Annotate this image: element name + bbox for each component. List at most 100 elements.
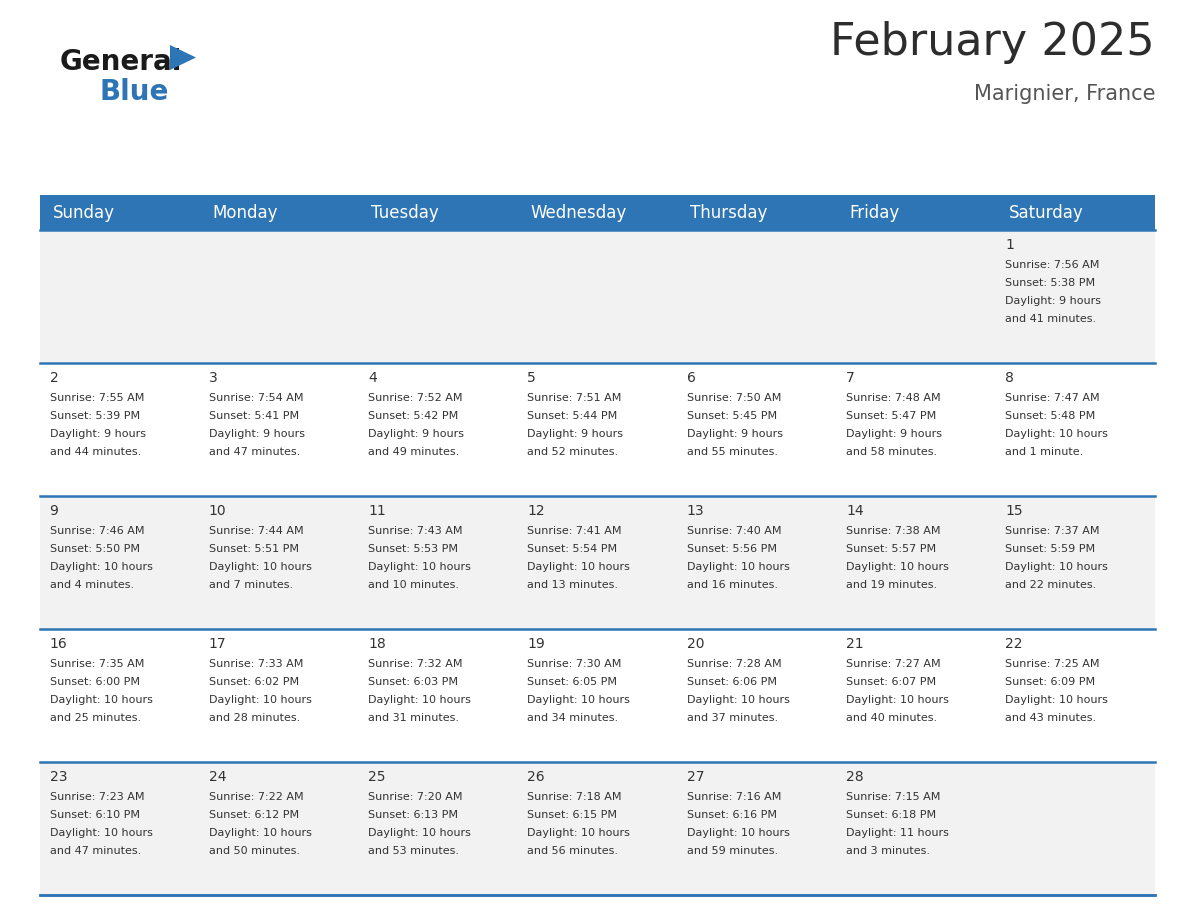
Text: Sunset: 5:38 PM: Sunset: 5:38 PM bbox=[1005, 278, 1095, 288]
Text: and 3 minutes.: and 3 minutes. bbox=[846, 846, 930, 856]
Text: Sunday: Sunday bbox=[52, 204, 115, 221]
Text: Wednesday: Wednesday bbox=[531, 204, 627, 221]
Text: Sunrise: 7:18 AM: Sunrise: 7:18 AM bbox=[527, 792, 621, 802]
Text: Sunset: 5:41 PM: Sunset: 5:41 PM bbox=[209, 411, 299, 421]
Text: Friday: Friday bbox=[849, 204, 899, 221]
Text: Sunset: 6:10 PM: Sunset: 6:10 PM bbox=[50, 810, 139, 820]
Text: Sunrise: 7:22 AM: Sunrise: 7:22 AM bbox=[209, 792, 303, 802]
Text: Sunrise: 7:56 AM: Sunrise: 7:56 AM bbox=[1005, 260, 1100, 270]
Text: Daylight: 9 hours: Daylight: 9 hours bbox=[846, 429, 942, 439]
Text: and 41 minutes.: and 41 minutes. bbox=[1005, 314, 1097, 324]
Text: Sunset: 6:18 PM: Sunset: 6:18 PM bbox=[846, 810, 936, 820]
Text: and 59 minutes.: and 59 minutes. bbox=[687, 846, 778, 856]
Text: 12: 12 bbox=[527, 504, 545, 518]
Text: 9: 9 bbox=[50, 504, 58, 518]
Text: Daylight: 10 hours: Daylight: 10 hours bbox=[209, 695, 311, 705]
Text: Sunset: 6:16 PM: Sunset: 6:16 PM bbox=[687, 810, 777, 820]
Text: 23: 23 bbox=[50, 770, 67, 784]
Text: and 34 minutes.: and 34 minutes. bbox=[527, 713, 619, 723]
Text: Daylight: 10 hours: Daylight: 10 hours bbox=[687, 562, 790, 572]
Text: Daylight: 10 hours: Daylight: 10 hours bbox=[50, 695, 152, 705]
Text: Sunset: 5:51 PM: Sunset: 5:51 PM bbox=[209, 544, 299, 554]
Text: Daylight: 10 hours: Daylight: 10 hours bbox=[368, 562, 470, 572]
Bar bbox=[40, 230, 1155, 363]
Text: and 52 minutes.: and 52 minutes. bbox=[527, 447, 619, 457]
Text: Daylight: 10 hours: Daylight: 10 hours bbox=[50, 562, 152, 572]
Text: Sunset: 5:56 PM: Sunset: 5:56 PM bbox=[687, 544, 777, 554]
Text: and 13 minutes.: and 13 minutes. bbox=[527, 580, 619, 590]
Text: Sunrise: 7:54 AM: Sunrise: 7:54 AM bbox=[209, 393, 303, 403]
Text: General: General bbox=[61, 48, 183, 76]
Text: and 37 minutes.: and 37 minutes. bbox=[687, 713, 778, 723]
Text: and 49 minutes.: and 49 minutes. bbox=[368, 447, 460, 457]
Text: 5: 5 bbox=[527, 371, 536, 385]
Text: 1: 1 bbox=[1005, 238, 1015, 252]
Text: Daylight: 10 hours: Daylight: 10 hours bbox=[687, 828, 790, 838]
Text: and 22 minutes.: and 22 minutes. bbox=[1005, 580, 1097, 590]
Text: Daylight: 9 hours: Daylight: 9 hours bbox=[527, 429, 624, 439]
Bar bbox=[40, 195, 200, 230]
Text: Sunset: 5:45 PM: Sunset: 5:45 PM bbox=[687, 411, 777, 421]
Text: Daylight: 10 hours: Daylight: 10 hours bbox=[209, 828, 311, 838]
Text: Daylight: 10 hours: Daylight: 10 hours bbox=[687, 695, 790, 705]
Text: Sunset: 6:02 PM: Sunset: 6:02 PM bbox=[209, 677, 299, 687]
Text: 13: 13 bbox=[687, 504, 704, 518]
Text: Sunrise: 7:41 AM: Sunrise: 7:41 AM bbox=[527, 526, 621, 536]
Text: 22: 22 bbox=[1005, 637, 1023, 651]
Text: and 28 minutes.: and 28 minutes. bbox=[209, 713, 301, 723]
Text: 17: 17 bbox=[209, 637, 227, 651]
Text: and 56 minutes.: and 56 minutes. bbox=[527, 846, 619, 856]
Text: Marignier, France: Marignier, France bbox=[973, 84, 1155, 104]
Text: Sunrise: 7:25 AM: Sunrise: 7:25 AM bbox=[1005, 659, 1100, 669]
Text: 26: 26 bbox=[527, 770, 545, 784]
Text: Sunrise: 7:50 AM: Sunrise: 7:50 AM bbox=[687, 393, 781, 403]
Text: and 1 minute.: and 1 minute. bbox=[1005, 447, 1083, 457]
Text: Sunrise: 7:43 AM: Sunrise: 7:43 AM bbox=[368, 526, 462, 536]
Text: Sunset: 5:50 PM: Sunset: 5:50 PM bbox=[50, 544, 139, 554]
Text: Saturday: Saturday bbox=[1009, 204, 1083, 221]
Bar bbox=[200, 195, 359, 230]
Text: Thursday: Thursday bbox=[690, 204, 767, 221]
Text: Sunrise: 7:32 AM: Sunrise: 7:32 AM bbox=[368, 659, 462, 669]
Text: Sunrise: 7:16 AM: Sunrise: 7:16 AM bbox=[687, 792, 781, 802]
Bar bbox=[677, 195, 836, 230]
Text: Sunrise: 7:52 AM: Sunrise: 7:52 AM bbox=[368, 393, 462, 403]
Text: Daylight: 10 hours: Daylight: 10 hours bbox=[368, 828, 470, 838]
Text: 21: 21 bbox=[846, 637, 864, 651]
Text: Sunrise: 7:38 AM: Sunrise: 7:38 AM bbox=[846, 526, 941, 536]
Text: Sunrise: 7:33 AM: Sunrise: 7:33 AM bbox=[209, 659, 303, 669]
Text: 15: 15 bbox=[1005, 504, 1023, 518]
Text: Sunset: 6:15 PM: Sunset: 6:15 PM bbox=[527, 810, 618, 820]
Text: and 47 minutes.: and 47 minutes. bbox=[209, 447, 301, 457]
Text: Daylight: 9 hours: Daylight: 9 hours bbox=[687, 429, 783, 439]
Text: 20: 20 bbox=[687, 637, 704, 651]
Text: 6: 6 bbox=[687, 371, 696, 385]
Text: and 25 minutes.: and 25 minutes. bbox=[50, 713, 140, 723]
Text: 19: 19 bbox=[527, 637, 545, 651]
Text: Blue: Blue bbox=[100, 78, 170, 106]
Text: and 50 minutes.: and 50 minutes. bbox=[209, 846, 299, 856]
Text: Sunrise: 7:48 AM: Sunrise: 7:48 AM bbox=[846, 393, 941, 403]
Text: Daylight: 9 hours: Daylight: 9 hours bbox=[368, 429, 465, 439]
Text: Sunset: 5:53 PM: Sunset: 5:53 PM bbox=[368, 544, 459, 554]
Text: Daylight: 10 hours: Daylight: 10 hours bbox=[368, 695, 470, 705]
Text: 7: 7 bbox=[846, 371, 854, 385]
Text: Daylight: 10 hours: Daylight: 10 hours bbox=[209, 562, 311, 572]
Text: Daylight: 11 hours: Daylight: 11 hours bbox=[846, 828, 949, 838]
Text: Daylight: 10 hours: Daylight: 10 hours bbox=[1005, 429, 1108, 439]
Text: Tuesday: Tuesday bbox=[372, 204, 440, 221]
Text: Sunrise: 7:27 AM: Sunrise: 7:27 AM bbox=[846, 659, 941, 669]
Text: 28: 28 bbox=[846, 770, 864, 784]
Text: Sunrise: 7:15 AM: Sunrise: 7:15 AM bbox=[846, 792, 941, 802]
Text: Daylight: 9 hours: Daylight: 9 hours bbox=[50, 429, 146, 439]
Text: and 19 minutes.: and 19 minutes. bbox=[846, 580, 937, 590]
Text: 16: 16 bbox=[50, 637, 68, 651]
Polygon shape bbox=[170, 45, 196, 70]
Text: Sunrise: 7:28 AM: Sunrise: 7:28 AM bbox=[687, 659, 782, 669]
Text: Sunset: 6:00 PM: Sunset: 6:00 PM bbox=[50, 677, 139, 687]
Text: Daylight: 10 hours: Daylight: 10 hours bbox=[50, 828, 152, 838]
Bar bbox=[996, 195, 1155, 230]
Text: Daylight: 10 hours: Daylight: 10 hours bbox=[846, 562, 949, 572]
Text: 4: 4 bbox=[368, 371, 377, 385]
Text: Sunset: 5:39 PM: Sunset: 5:39 PM bbox=[50, 411, 140, 421]
